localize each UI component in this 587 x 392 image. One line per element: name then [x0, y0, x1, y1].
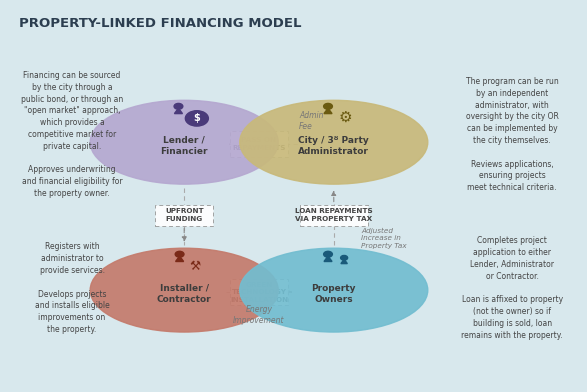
Text: Energy
Improvement: Energy Improvement: [233, 305, 285, 325]
Text: Property
Owners: Property Owners: [312, 284, 356, 304]
FancyBboxPatch shape: [300, 205, 367, 226]
Circle shape: [174, 103, 183, 109]
Polygon shape: [324, 256, 332, 261]
Circle shape: [175, 251, 184, 257]
Polygon shape: [341, 259, 348, 263]
Circle shape: [185, 111, 208, 126]
Text: LOAN REPAYMENTS
VIA PROPERTY TAX: LOAN REPAYMENTS VIA PROPERTY TAX: [295, 209, 373, 222]
Polygon shape: [324, 108, 332, 114]
Text: Financing can be sourced
by the city through a
public bond, or through an
"open : Financing can be sourced by the city thr…: [21, 71, 123, 198]
Ellipse shape: [90, 100, 278, 184]
Text: City / 3ᴽ Party
Administrator: City / 3ᴽ Party Administrator: [298, 136, 369, 156]
Text: UPFRONT
FUNDING: UPFRONT FUNDING: [165, 209, 204, 222]
Text: Adjusted
Increase in
Property Tax: Adjusted Increase in Property Tax: [362, 228, 407, 249]
Text: PASS ON
REPAYMENTS: PASS ON REPAYMENTS: [232, 137, 286, 151]
FancyBboxPatch shape: [156, 205, 213, 226]
Text: ⚙: ⚙: [339, 110, 352, 125]
Text: Lender /
Financier: Lender / Financier: [160, 136, 208, 156]
Ellipse shape: [239, 100, 428, 184]
Text: Completes project
application to either
Lender, Administrator
or Contractor.

Lo: Completes project application to either …: [461, 236, 563, 340]
Text: GREEN
TECHNOLOGY
INSTALLATION: GREEN TECHNOLOGY INSTALLATION: [230, 281, 288, 303]
Text: The program can be run
by an independent
administrator, with
oversight by the ci: The program can be run by an independent…: [465, 77, 559, 192]
Text: Admin
Fee: Admin Fee: [299, 111, 324, 131]
FancyBboxPatch shape: [230, 131, 288, 157]
Text: PROPERTY-LINKED FINANCING MODEL: PROPERTY-LINKED FINANCING MODEL: [19, 17, 301, 30]
Polygon shape: [176, 256, 184, 261]
Text: ⚒: ⚒: [189, 260, 200, 273]
Polygon shape: [174, 108, 183, 114]
Circle shape: [323, 251, 332, 257]
Circle shape: [323, 103, 332, 109]
Text: Installer /
Contractor: Installer / Contractor: [157, 284, 211, 304]
Ellipse shape: [239, 248, 428, 332]
Text: $: $: [194, 113, 200, 123]
Text: Registers with
administrator to
provide services.

Develops projects
and install: Registers with administrator to provide …: [35, 242, 109, 334]
Ellipse shape: [90, 248, 278, 332]
FancyBboxPatch shape: [230, 279, 288, 305]
Circle shape: [340, 256, 348, 260]
